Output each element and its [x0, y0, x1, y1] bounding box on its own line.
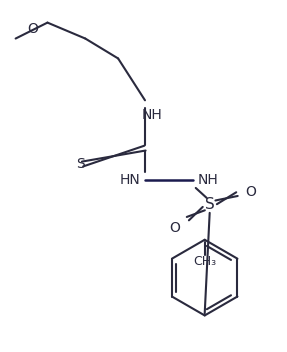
- Text: O: O: [27, 21, 38, 36]
- Text: CH₃: CH₃: [193, 255, 216, 268]
- Text: O: O: [169, 221, 180, 235]
- Text: S: S: [76, 157, 85, 171]
- Text: NH: NH: [198, 173, 218, 187]
- Text: HN: HN: [119, 173, 140, 187]
- Text: NH: NH: [141, 108, 162, 122]
- Text: O: O: [245, 185, 256, 199]
- Text: S: S: [205, 197, 215, 212]
